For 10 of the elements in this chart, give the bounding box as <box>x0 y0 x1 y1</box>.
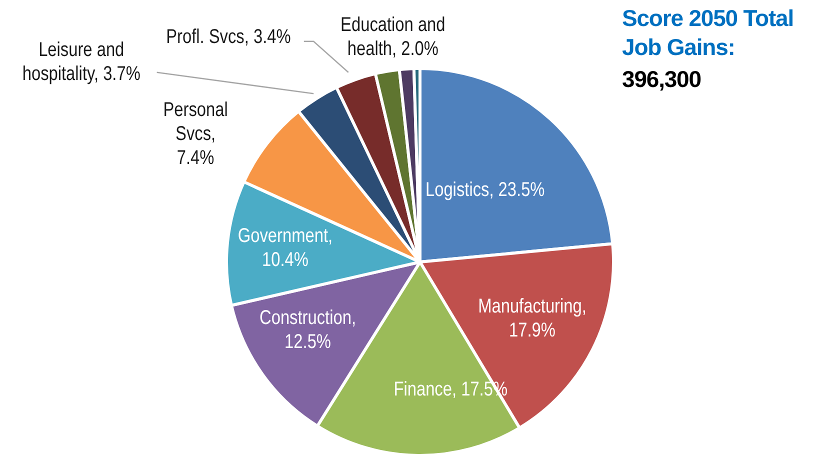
slice-label: Personal Svcs, 7.4% <box>163 97 228 168</box>
slice-label: Education and health, 2.0% <box>340 12 446 60</box>
text: 396,300 <box>622 66 701 93</box>
text: Score 2050 Total Job Gains: <box>622 4 795 62</box>
slice-label: Construction, 12.5% <box>260 306 356 353</box>
slice-label: Profl. Svcs, 3.4% <box>166 24 291 48</box>
slice-label: Logistics, 23.5% <box>425 177 545 200</box>
slice-label: Government, 10.4% <box>238 223 333 270</box>
slice-label: Manufacturing, 17.9% <box>478 294 586 341</box>
slice-label: Leisure and hospitality, 3.7% <box>22 38 140 85</box>
